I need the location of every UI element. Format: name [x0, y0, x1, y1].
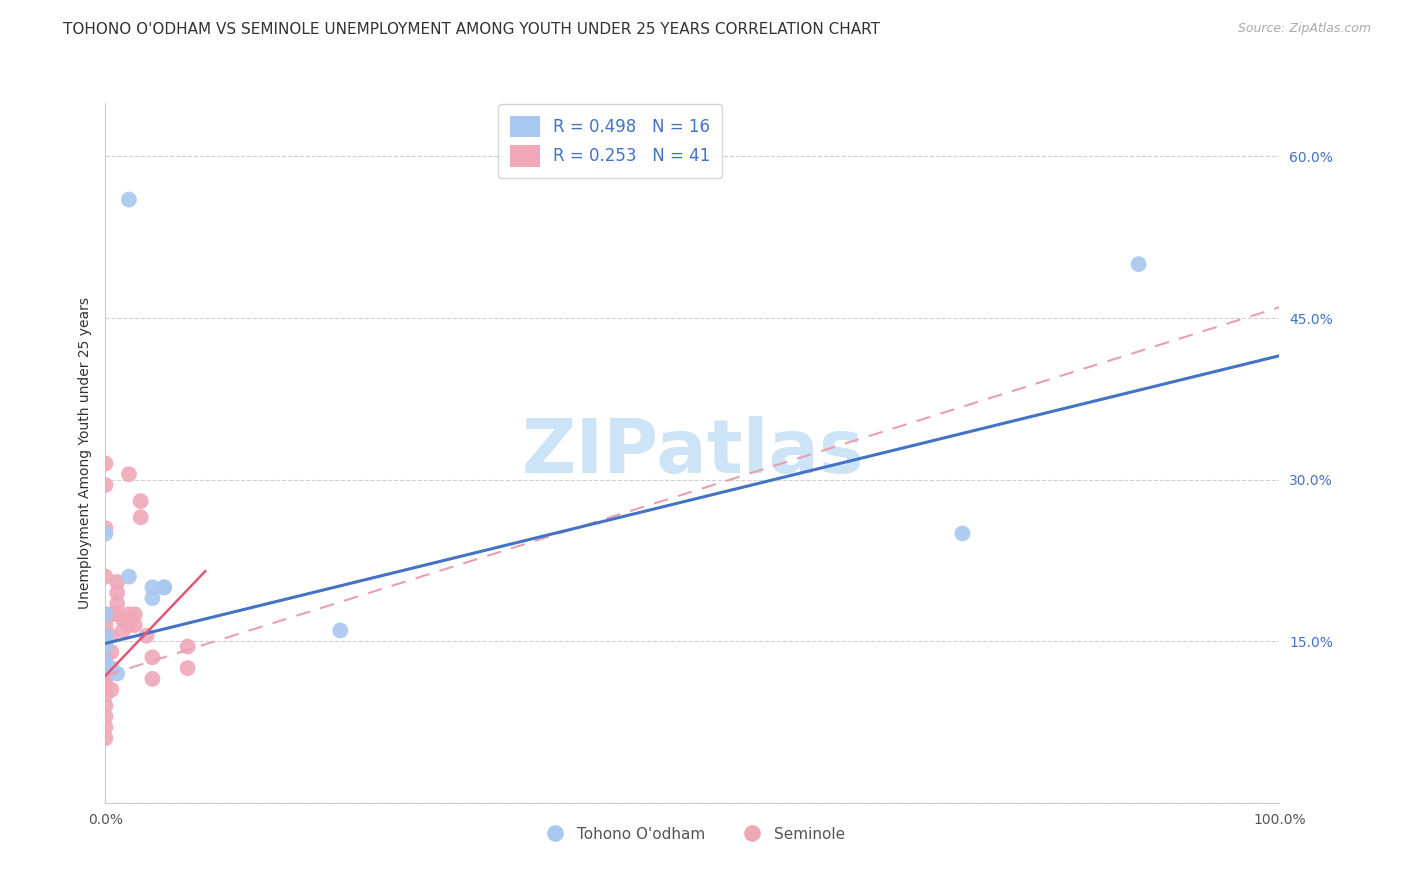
Point: [94, 650, 117, 665]
Point: [105, 607, 128, 622]
Point: [94, 677, 117, 691]
Text: TOHONO O'ODHAM VS SEMINOLE UNEMPLOYMENT AMONG YOUTH UNDER 25 YEARS CORRELATION C: TOHONO O'ODHAM VS SEMINOLE UNEMPLOYMENT …: [63, 22, 880, 37]
Point: [94, 656, 117, 670]
Point: [100, 629, 122, 643]
Text: ZIPatlas: ZIPatlas: [522, 417, 863, 489]
Point: [141, 650, 163, 665]
Point: [94, 478, 117, 492]
Point: [94, 629, 117, 643]
Point: [176, 661, 198, 675]
Point: [94, 521, 117, 535]
Point: [94, 618, 117, 632]
Point: [129, 494, 152, 508]
Point: [94, 457, 117, 471]
Point: [94, 569, 117, 583]
Point: [94, 731, 117, 746]
Point: [118, 618, 141, 632]
Point: [118, 607, 141, 622]
Point: [118, 193, 141, 207]
Point: [1128, 257, 1150, 271]
Point: [94, 688, 117, 702]
Point: [141, 580, 163, 594]
Point: [105, 574, 128, 589]
Point: [118, 467, 141, 482]
Point: [94, 698, 117, 713]
Point: [952, 526, 974, 541]
Point: [118, 569, 141, 583]
Point: [105, 597, 128, 611]
Point: [100, 682, 122, 697]
Point: [153, 580, 176, 594]
Point: [100, 661, 122, 675]
Point: [100, 645, 122, 659]
Legend: Tohono O'odham, Seminole: Tohono O'odham, Seminole: [533, 821, 852, 847]
Point: [153, 580, 176, 594]
Point: [94, 720, 117, 734]
Point: [129, 510, 152, 524]
Text: Source: ZipAtlas.com: Source: ZipAtlas.com: [1237, 22, 1371, 36]
Point: [94, 607, 117, 622]
Point: [94, 709, 117, 723]
Point: [105, 585, 128, 599]
Point: [94, 640, 117, 654]
Y-axis label: Unemployment Among Youth under 25 years: Unemployment Among Youth under 25 years: [77, 297, 91, 608]
Point: [141, 672, 163, 686]
Point: [141, 591, 163, 606]
Point: [94, 640, 117, 654]
Point: [94, 629, 117, 643]
Point: [176, 640, 198, 654]
Point: [112, 613, 135, 627]
Point: [124, 607, 146, 622]
Point: [112, 624, 135, 638]
Point: [105, 666, 128, 681]
Point: [124, 618, 146, 632]
Point: [94, 526, 117, 541]
Point: [135, 629, 157, 643]
Point: [94, 607, 117, 622]
Point: [94, 666, 117, 681]
Point: [329, 624, 352, 638]
Point: [94, 661, 117, 675]
Point: [94, 640, 117, 654]
Point: [100, 607, 122, 622]
Point: [94, 672, 117, 686]
